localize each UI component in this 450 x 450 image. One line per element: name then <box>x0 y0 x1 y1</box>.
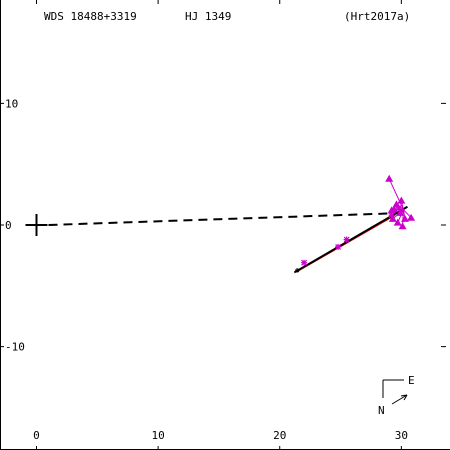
measurement-triangle <box>393 218 402 226</box>
x-tick-label: 0 <box>33 429 40 442</box>
orbit-end-marker <box>295 268 300 273</box>
discoverer-designation: HJ 1349 <box>185 10 231 23</box>
measurement-star <box>388 212 395 219</box>
measurement-triangle <box>392 200 401 208</box>
wds-id: WDS 18488+3319 <box>44 10 137 23</box>
reference-code: (Hrt2017a) <box>344 10 410 23</box>
measurement-triangle <box>397 196 406 204</box>
residual-line <box>392 209 404 220</box>
measurement-triangle <box>390 205 399 213</box>
measurement-triangle <box>407 213 416 221</box>
orbit-lines <box>25 205 408 274</box>
motion-arrow-head <box>400 394 408 401</box>
residual-line <box>388 178 404 210</box>
measurement-marks <box>301 174 416 266</box>
x-tick-label: 10 <box>151 429 164 442</box>
compass-east-label: E <box>408 374 415 387</box>
measurement-triangle <box>398 222 407 230</box>
compass-north-label: N <box>378 404 385 417</box>
measurement-star <box>301 259 308 266</box>
measurement-triangle <box>401 214 409 222</box>
measurement-triangle <box>385 174 394 182</box>
measurement-star <box>335 243 342 250</box>
y-tick-label: 0 <box>5 219 12 232</box>
y-tick-label: 10 <box>5 97 18 110</box>
measurement-star <box>395 204 402 211</box>
x-tick-label: 20 <box>273 429 286 442</box>
dashed-line <box>48 211 408 226</box>
compass: E N <box>378 374 415 417</box>
y-tick-label: -10 <box>5 341 25 354</box>
x-tick-label: 30 <box>395 429 408 442</box>
measurement-triangle <box>388 214 397 222</box>
measurement-star <box>343 236 350 243</box>
orbit-line <box>293 205 408 274</box>
motion-arrow-shaft <box>391 394 408 405</box>
